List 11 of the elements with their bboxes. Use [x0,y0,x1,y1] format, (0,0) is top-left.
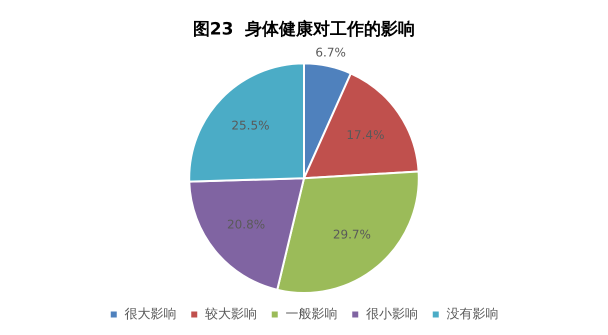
legend-label: 很小影响 [366,306,418,322]
data-label: 25.5% [231,118,270,132]
legend-label: 一般影响 [285,306,338,322]
data-label: 20.8% [227,217,266,232]
data-label: 17.4% [346,128,384,142]
legend-label: 没有影响 [446,306,498,322]
legend-label: 很大影响 [124,306,176,322]
chart-title: 图23 身体健康对工作的影响 [192,20,416,40]
data-label: 29.7% [332,228,371,242]
data-label: 6.7% [315,45,346,60]
legend-label: 较大影响 [204,306,257,322]
